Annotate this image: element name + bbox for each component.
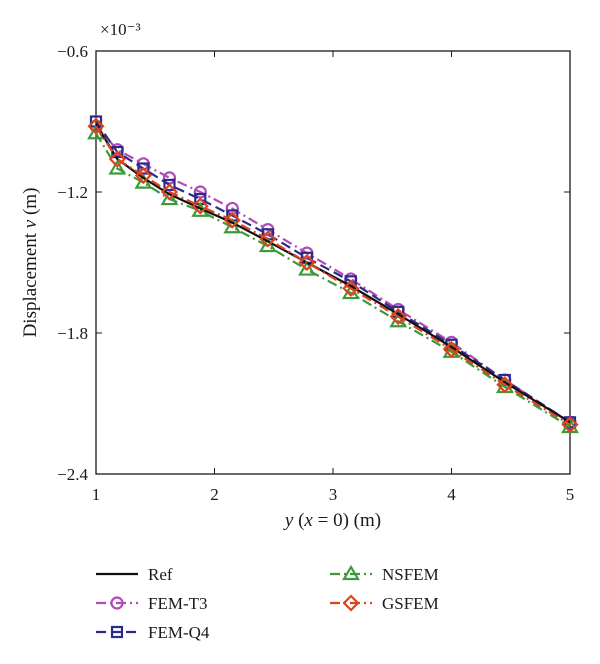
legend-item-fem-t3: FEM-T3: [96, 594, 208, 613]
legend-item-nsfem: NSFEM: [330, 564, 439, 584]
y-axis-label: Displacement v (m): [20, 188, 41, 338]
series-line: [95, 123, 571, 424]
legend-item-fem-q4: FEM-Q4: [96, 623, 210, 642]
data-point-diamond: [389, 307, 407, 326]
x-tick-label: 2: [210, 485, 219, 504]
data-point-diamond: [342, 594, 360, 612]
axes-layer: 1 2 3 4 5 −0.6 −1.2 −1.8 −2.4: [57, 42, 574, 504]
data-point-diamond: [442, 340, 461, 359]
legend-label: FEM-T3: [148, 594, 208, 613]
series-line: [95, 132, 571, 428]
y-tick-label: −0.6: [57, 42, 88, 61]
data-point-diamond: [87, 117, 105, 135]
data-point-circle: [110, 596, 124, 610]
data-point-triangle: [134, 173, 153, 189]
legend-item-gsfem: GSFEM: [330, 594, 439, 613]
x-tick-label: 4: [447, 485, 456, 504]
data-point-triangle: [108, 159, 127, 175]
legend-item-ref: Ref: [96, 565, 173, 584]
data-point-diamond: [259, 230, 277, 248]
x-tick-label: 3: [329, 485, 338, 504]
y-tick-label: −2.4: [57, 465, 88, 484]
data-point-diamond: [160, 183, 179, 201]
series-line: [95, 125, 571, 426]
data-point-circle: [193, 185, 207, 199]
legend-label: NSFEM: [382, 565, 439, 584]
data-point-diamond: [496, 376, 514, 394]
data-point-triangle: [298, 260, 316, 276]
series-ref: [95, 123, 571, 424]
data-point-triangle: [160, 189, 179, 206]
data-point-diamond: [223, 211, 241, 229]
legend-label: GSFEM: [382, 594, 439, 613]
data-point-triangle: [342, 564, 360, 581]
data-point-triangle: [258, 236, 277, 253]
data-point-diamond: [134, 166, 152, 185]
series-layer: [87, 115, 579, 434]
y-tick-label: −1.8: [57, 324, 88, 343]
y-tick-label: −1.2: [57, 183, 88, 202]
legend-label: Ref: [148, 565, 173, 584]
x-tick-label: 5: [566, 485, 575, 504]
data-point-diamond: [298, 253, 316, 272]
data-point-diamond: [108, 150, 126, 168]
data-point-circle: [162, 171, 177, 185]
legend-label: FEM-Q4: [148, 623, 210, 642]
data-point-diamond: [561, 416, 579, 434]
plot-frame: [95, 50, 571, 475]
x-tick-label: 1: [92, 485, 101, 504]
plot-area: [95, 50, 571, 475]
x-axis-label: y (x = 0) (m): [283, 510, 381, 531]
data-point-square: [110, 625, 124, 639]
legend: Ref FEM-T3 FEM-Q4 NSFEM GSFEM: [96, 564, 439, 642]
data-point-diamond: [191, 197, 209, 215]
y-axis-exponent-label: ×10⁻³: [100, 20, 141, 39]
series-gsfem: [87, 117, 579, 434]
data-point-triangle: [223, 218, 242, 234]
data-point-diamond: [342, 279, 360, 297]
